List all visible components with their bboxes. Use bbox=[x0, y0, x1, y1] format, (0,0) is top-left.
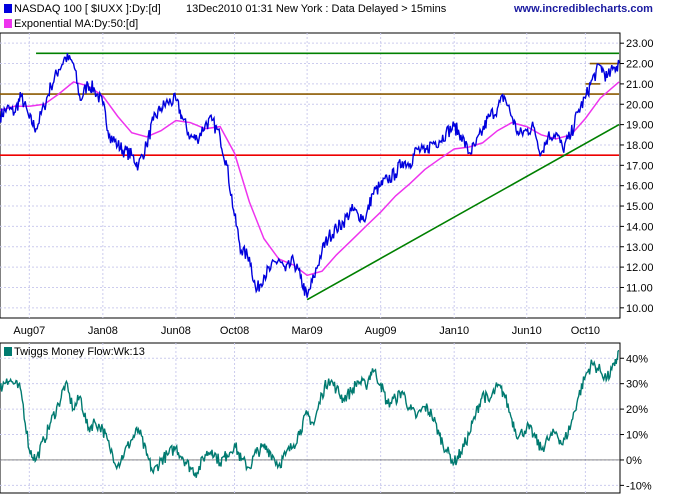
ma-legend-swatch bbox=[4, 19, 12, 28]
y-tick-label: 16.00 bbox=[626, 181, 654, 193]
y-tick-label: 11.00 bbox=[626, 282, 653, 294]
money-flow-y-tick-label: 20% bbox=[626, 404, 648, 416]
money-flow-series bbox=[0, 349, 620, 478]
money-flow-y-tick-label: 0% bbox=[626, 455, 642, 467]
y-tick-label: 20.00 bbox=[626, 99, 654, 111]
money-flow-y-tick-label: 10% bbox=[626, 430, 648, 442]
money-flow-legend-swatch bbox=[4, 347, 12, 356]
x-tick-label: Mar09 bbox=[292, 325, 323, 337]
y-tick-label: 14.00 bbox=[626, 221, 654, 233]
money-flow-y-axis: -10% 0% 10% 20% 30% 40% bbox=[620, 353, 652, 492]
y-tick-label: 18.00 bbox=[626, 140, 654, 152]
watermark-label: www.incrediblecharts.com bbox=[513, 3, 653, 15]
rising-trendline bbox=[306, 123, 620, 301]
y-tick-label: 17.00 bbox=[626, 160, 654, 172]
moving-average-line bbox=[0, 81, 620, 277]
money-flow-y-tick-label: 40% bbox=[626, 353, 648, 365]
x-tick-label: Aug09 bbox=[365, 325, 397, 337]
x-tick-label: Oct10 bbox=[571, 325, 600, 337]
money-flow-y-tick-label: 30% bbox=[626, 379, 648, 391]
price-reference-lines bbox=[0, 52, 620, 301]
money-flow-y-tick-label: -10% bbox=[626, 480, 652, 492]
y-tick-label: 23.00 bbox=[626, 38, 654, 50]
money-flow-panel: -10% 0% 10% 20% 30% 40% Twiggs Money Flow:Wk:… bbox=[0, 342, 652, 494]
money-flow-legend-label: Twiggs Money Flow:Wk:13 bbox=[14, 346, 145, 358]
price-x-axis: Aug07 Jan08 Jun08 Oct08 Mar09 Aug09 Jan10 Jun10… bbox=[13, 325, 600, 337]
ma-legend-label: Exponential MA:Dy:50:[d] bbox=[14, 18, 138, 30]
price-series bbox=[0, 53, 620, 298]
y-tick-label: 21.00 bbox=[626, 79, 654, 91]
price-legend-swatch bbox=[4, 4, 12, 13]
x-tick-label: Jan10 bbox=[439, 325, 469, 337]
price-legend-label: NASDAQ 100 [ $IUXX ]:Dy:[d] bbox=[14, 3, 161, 15]
price-panel: 10.00 11.00 12.00 13.00 14.00 15.00 16.00 17.00… bbox=[0, 32, 654, 337]
y-tick-label: 12.00 bbox=[626, 262, 654, 274]
x-tick-label: Oct08 bbox=[220, 325, 249, 337]
x-tick-label: Jan08 bbox=[88, 325, 118, 337]
x-tick-label: Jun10 bbox=[512, 325, 542, 337]
chart-legend: NASDAQ 100 [ $IUXX ]:Dy:[d] 13Dec2010 01… bbox=[4, 3, 653, 30]
price-y-axis: 10.00 11.00 12.00 13.00 14.00 15.00 16.00 17.00… bbox=[620, 38, 654, 315]
y-tick-label: 13.00 bbox=[626, 242, 654, 254]
timestamp-label: 13Dec2010 01:31 New York : Data Delayed … bbox=[186, 3, 447, 15]
money-flow-line bbox=[0, 349, 620, 478]
x-tick-label: Jun08 bbox=[161, 325, 191, 337]
y-tick-label: 10.00 bbox=[626, 303, 654, 315]
y-tick-label: 19.00 bbox=[626, 120, 654, 132]
y-tick-label: 22.00 bbox=[626, 59, 654, 71]
y-tick-label: 15.00 bbox=[626, 201, 654, 213]
price-line bbox=[0, 53, 620, 298]
money-flow-gridlines bbox=[0, 343, 620, 493]
x-tick-label: Aug07 bbox=[13, 325, 45, 337]
